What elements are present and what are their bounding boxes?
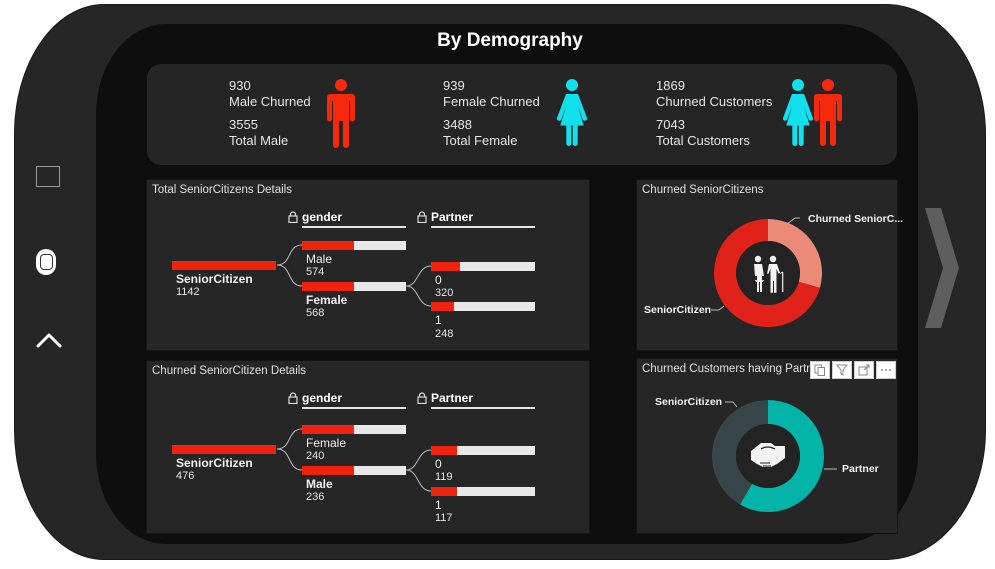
churned-customers-value: 1869 (656, 78, 685, 93)
node-value: 320 (435, 287, 454, 299)
focus-mode-icon[interactable] (854, 361, 874, 379)
more-options-icon[interactable] (876, 361, 896, 379)
total-female-label: Total Female (443, 133, 518, 148)
panel-title: Churned SeniorCitizen Details (152, 365, 307, 377)
churned-senior-decomp-tree[interactable]: Churned SeniorCitizen Details gender Par… (146, 360, 590, 534)
total-female-value: 3488 (443, 117, 472, 132)
segment-label: Partner (842, 463, 879, 475)
male-churned-value: 930 (229, 78, 251, 93)
couple-icon (782, 79, 842, 146)
churned-customers-label: Churned Customers (656, 94, 773, 109)
node-label: 0 (435, 273, 442, 287)
node-label: Female (306, 436, 347, 450)
tree-connectors (276, 428, 432, 492)
node-bar-male[interactable] (302, 241, 406, 250)
node-label: Female (306, 293, 348, 307)
segment-label: Churned SeniorC... (808, 213, 904, 225)
node-bar-partner-1[interactable] (431, 302, 535, 311)
total-customers-label: Total Customers (656, 133, 750, 148)
female-churned-value: 939 (443, 78, 465, 93)
total-senior-decomp-tree[interactable]: Total SeniorCitizens Details gender Part… (146, 179, 590, 351)
donut-chart (711, 217, 822, 327)
node-value: 240 (306, 450, 325, 462)
panel-title: Churned Customers having Partn (642, 363, 813, 375)
root-bar[interactable] (172, 445, 276, 454)
level-header-partner[interactable]: Partner (417, 391, 535, 409)
panel-title: Churned SeniorCitizens (642, 184, 764, 196)
node-bar-female[interactable] (302, 425, 406, 434)
node-bar-partner-1[interactable] (431, 487, 535, 496)
node-value: 236 (306, 491, 325, 503)
segment-senior-citizen[interactable] (713, 219, 820, 327)
total-customers-value: 7043 (656, 117, 685, 132)
total-male-label: Total Male (229, 133, 289, 148)
tree-connectors (276, 244, 432, 307)
node-label: Male (306, 477, 333, 491)
segment-churned-senior[interactable] (768, 219, 822, 288)
kpi-card: 930 Male Churned 3555 Total Male 939 Fem… (147, 64, 897, 165)
kpi-customers: 1869 Churned Customers 7043 Total Custom… (656, 78, 772, 149)
page-title: By Demography (437, 30, 583, 51)
lock-icon (288, 211, 298, 223)
node-bar-partner-0[interactable] (431, 446, 535, 455)
node-label: Male (306, 252, 333, 266)
female-icon (556, 79, 588, 146)
kpi-male: 930 Male Churned 3555 Total Male (229, 78, 311, 149)
segment-label: SeniorCitizen (644, 304, 712, 316)
level-header-gender[interactable]: gender (288, 391, 406, 409)
handshake-icon (751, 443, 785, 467)
next-page-chevron-right-icon[interactable] (925, 208, 961, 328)
node-value: 248 (435, 328, 454, 340)
lock-icon (417, 211, 427, 223)
elderly-couple-icon (754, 255, 784, 293)
recent-apps-square-icon[interactable] (36, 166, 60, 187)
churned-partner-donut-chart[interactable]: Churned Customers having Partn Senio (636, 358, 898, 534)
copy-icon[interactable] (810, 361, 830, 379)
root-value: 476 (176, 470, 195, 482)
node-label: 0 (435, 457, 442, 471)
female-churned-label: Female Churned (443, 94, 540, 109)
filter-icon[interactable] (832, 361, 852, 379)
segment-label: SeniorCitizen (655, 396, 723, 408)
segment-partner[interactable] (740, 400, 824, 512)
root-label: SeniorCitizen (176, 456, 253, 470)
level-header-partner[interactable]: Partner (417, 210, 535, 228)
node-bar-female[interactable] (302, 282, 406, 291)
lock-icon (288, 392, 298, 404)
node-bar-partner-0[interactable] (431, 262, 535, 271)
lock-icon (417, 392, 427, 404)
node-label: 1 (435, 313, 442, 327)
node-value: 119 (435, 471, 453, 483)
root-label: SeniorCitizen (176, 272, 253, 286)
visual-header (810, 361, 896, 379)
panel-title: Total SeniorCitizens Details (152, 184, 292, 196)
kpi-female: 939 Female Churned 3488 Total Female (443, 78, 540, 149)
male-icon (327, 79, 355, 148)
node-value: 574 (306, 266, 325, 278)
chevron-up-icon[interactable] (36, 330, 62, 350)
churned-senior-donut-chart[interactable]: Churned SeniorCitizens Churned SeniorC..… (636, 179, 903, 351)
node-label: 1 (435, 498, 442, 512)
node-value: 117 (435, 512, 453, 524)
node-value: 568 (306, 307, 325, 319)
root-bar[interactable] (172, 261, 276, 270)
total-male-value: 3555 (229, 117, 258, 132)
segment-senior-citizen[interactable] (711, 400, 768, 505)
node-bar-male[interactable] (302, 466, 406, 475)
male-churned-label: Male Churned (229, 94, 311, 109)
home-icon[interactable] (36, 249, 56, 275)
root-value: 1142 (176, 286, 200, 298)
donut-chart (711, 400, 837, 512)
level-header-gender[interactable]: gender (288, 210, 406, 228)
